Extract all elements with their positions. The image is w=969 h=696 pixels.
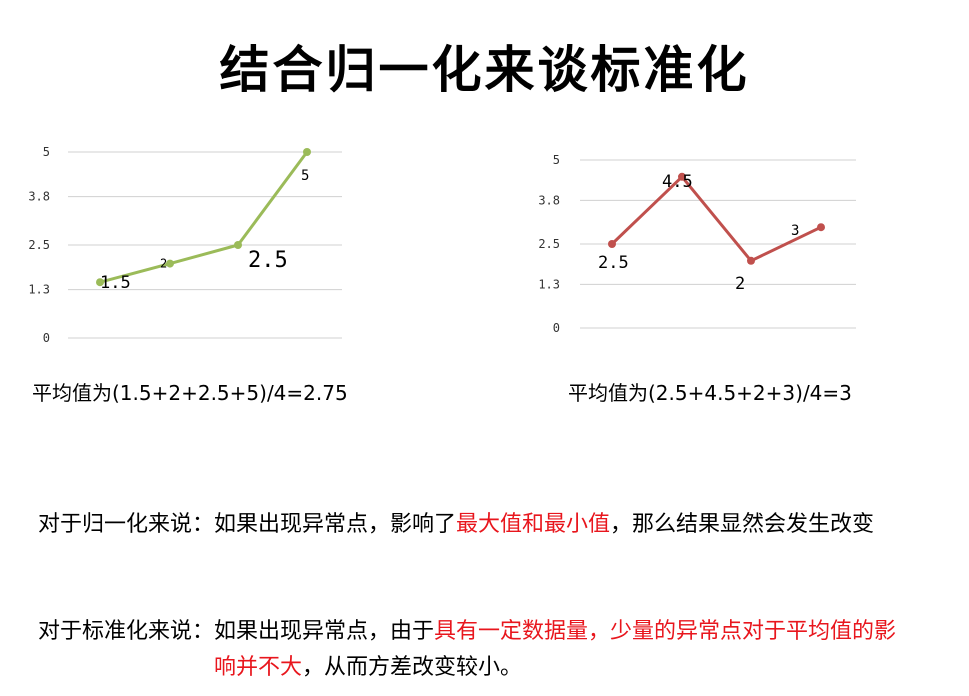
chart-right: 0 1.3 2.5 3.8 5 2.5 4.5 2 3 [538, 153, 856, 335]
data-label: 2 [735, 274, 745, 294]
data-label: 3 [791, 223, 799, 239]
note-highlight: 具有一定数据量，少量的异常点对于平均值的影响并不大 [214, 619, 897, 680]
series-line [610, 175, 822, 263]
y-tick-label: 1.3 [28, 283, 50, 297]
note-standardization: 对于标准化来说： 如果出现异常点，由于具有一定数据量，少量的异常点对于平均值的影… [38, 614, 904, 686]
y-tick-label: 3.8 [538, 193, 560, 207]
note-lead: 对于标准化来说： [38, 619, 215, 644]
data-point [608, 240, 616, 248]
data-label: 2.5 [248, 248, 288, 273]
data-point [817, 223, 825, 232]
data-point [747, 256, 755, 265]
data-point [96, 278, 104, 287]
data-label: 4.5 [662, 172, 693, 192]
data-label: 2.5 [598, 253, 629, 273]
y-tick-label: 5 [43, 145, 50, 159]
note-text: 如果出现异常点，由于 [214, 619, 435, 644]
data-label: 5 [301, 168, 309, 184]
series-line [99, 151, 309, 284]
note-normalization: 对于归一化来说： 如果出现异常点，影响了最大值和最小值，那么结果显然会发生改变 [38, 507, 904, 543]
y-tick-label: 2.5 [538, 237, 560, 251]
data-point [166, 259, 174, 268]
caption-left: 平均值为(1.5+2+2.5+5)/4=2.75 [32, 381, 348, 405]
note-lead: 对于归一化来说： [38, 512, 215, 537]
note-body: 如果出现异常点，由于具有一定数据量，少量的异常点对于平均值的影响并不大，从而方差… [214, 614, 904, 686]
data-point [678, 172, 686, 181]
y-tick-label: 0 [43, 331, 50, 345]
note-body: 如果出现异常点，影响了最大值和最小值，那么结果显然会发生改变 [214, 507, 904, 543]
data-point [303, 148, 311, 156]
page-title: 结合归一化来谈标准化 [219, 41, 750, 99]
chart-left: 0 1.3 2.5 3.8 5 1.5 2 2.5 5 [28, 145, 342, 345]
data-label: 2 [160, 257, 167, 271]
note-highlight: 最大值和最小值 [456, 512, 611, 537]
note-text: 如果出现异常点，影响了 [214, 512, 457, 537]
note-text: ，那么结果显然会发生改变 [610, 512, 875, 537]
data-point [234, 241, 242, 249]
y-tick-label: 3.8 [28, 190, 50, 204]
caption-right: 平均值为(2.5+4.5+2+3)/4=3 [568, 381, 852, 405]
y-tick-label: 5 [553, 153, 560, 167]
data-label: 1.5 [100, 273, 131, 293]
note-text: ，从而方差改变较小。 [302, 655, 523, 680]
y-tick-label: 1.3 [538, 277, 560, 291]
y-tick-label: 0 [553, 321, 560, 335]
y-tick-label: 2.5 [28, 238, 50, 252]
